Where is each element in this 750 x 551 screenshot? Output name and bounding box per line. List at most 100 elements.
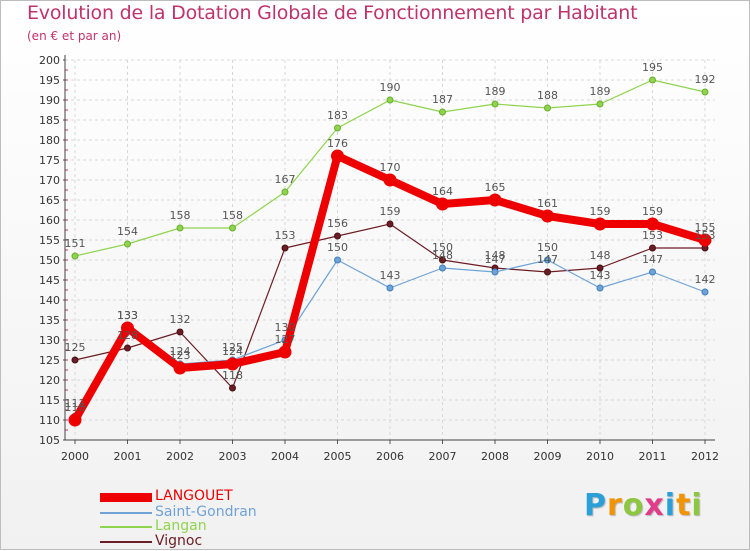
x-tick-label: 2005 — [324, 450, 352, 463]
legend-swatch — [100, 526, 152, 528]
data-point — [701, 288, 709, 296]
y-tick-label: 145 — [39, 274, 60, 287]
data-point — [439, 264, 446, 272]
logo-letter: t — [676, 488, 692, 523]
data-point — [229, 384, 236, 392]
data-point — [596, 284, 604, 292]
data-label: 124 — [170, 345, 191, 358]
data-point — [71, 252, 79, 260]
data-point — [698, 233, 712, 247]
y-tick-label: 125 — [39, 354, 60, 367]
data-label: 133 — [117, 309, 138, 322]
data-point — [71, 356, 79, 364]
data-point — [176, 224, 184, 232]
data-label: 195 — [642, 61, 663, 74]
y-tick-label: 120 — [39, 374, 60, 387]
data-point — [229, 224, 236, 232]
data-label: 188 — [537, 89, 558, 102]
data-point — [596, 100, 604, 108]
data-label: 187 — [432, 93, 453, 106]
data-label: 132 — [170, 313, 191, 326]
data-label: 159 — [380, 205, 401, 218]
data-label: 143 — [380, 269, 401, 282]
x-tick-label: 2004 — [271, 450, 299, 463]
data-point — [331, 149, 344, 163]
data-label: 150 — [537, 241, 558, 254]
chart-subtitle: (en € et par an) — [27, 29, 122, 43]
data-point — [281, 244, 289, 252]
data-label: 167 — [275, 173, 296, 186]
data-label: 183 — [327, 109, 348, 122]
data-label: 155 — [695, 221, 716, 234]
logo-letter: i — [691, 488, 703, 523]
data-point — [541, 209, 554, 223]
data-point — [334, 256, 341, 264]
legend-swatch — [100, 541, 152, 543]
data-label: 125 — [222, 341, 243, 354]
y-tick-label: 185 — [39, 114, 60, 127]
data-label: 161 — [537, 197, 558, 210]
x-tick-label: 2006 — [376, 450, 404, 463]
data-label: 111 — [65, 397, 86, 410]
data-point — [646, 217, 659, 231]
data-label: 124 — [222, 345, 243, 358]
data-point — [173, 361, 187, 375]
data-label: 153 — [642, 229, 663, 242]
y-tick-label: 130 — [39, 334, 60, 347]
y-tick-label: 165 — [39, 194, 60, 207]
y-tick-label: 200 — [39, 54, 60, 67]
data-label: 176 — [327, 137, 348, 150]
data-point — [701, 88, 709, 96]
data-label: 165 — [485, 181, 506, 194]
x-tick-label: 2002 — [166, 450, 194, 463]
y-tick-label: 115 — [39, 394, 60, 407]
legend-swatch — [100, 493, 152, 502]
data-point — [176, 328, 184, 336]
logo-letter: x — [644, 488, 665, 523]
y-tick-label: 110 — [39, 414, 60, 427]
y-tick-label: 150 — [39, 254, 60, 267]
legend-label: Langan — [155, 518, 207, 534]
data-point — [491, 100, 499, 108]
chart-title: Evolution de la Dotation Globale de Fonc… — [27, 2, 638, 24]
data-point — [281, 188, 289, 196]
data-label: 156 — [327, 217, 348, 230]
logo-letter: r — [607, 488, 623, 523]
data-label: 150 — [327, 241, 348, 254]
logo-letter: P — [584, 488, 607, 523]
data-point — [544, 268, 551, 276]
data-label: 143 — [590, 269, 611, 282]
x-tick-label: 2009 — [534, 450, 562, 463]
data-point — [124, 344, 131, 352]
y-tick-label: 175 — [39, 154, 60, 167]
data-label: 147 — [485, 253, 506, 266]
y-tick-label: 105 — [39, 434, 60, 447]
proxiti-logo: Proxiti — [584, 488, 703, 523]
data-label: 153 — [695, 229, 716, 242]
logo-letter: o — [622, 488, 645, 523]
y-tick-label: 140 — [39, 294, 60, 307]
x-tick-label: 2000 — [61, 450, 89, 463]
legend-label: Vignoc — [155, 533, 203, 549]
data-label: 158 — [170, 209, 191, 222]
legend-label: LANGOUET — [155, 488, 233, 504]
data-point — [278, 345, 292, 359]
data-point — [491, 268, 499, 276]
data-point — [649, 268, 656, 276]
data-label: 123 — [170, 349, 191, 362]
logo-letter: i — [664, 488, 677, 523]
data-label: 159 — [590, 205, 611, 218]
data-label: 189 — [590, 85, 611, 98]
data-point — [439, 108, 446, 116]
x-tick-label: 2001 — [114, 450, 142, 463]
data-label: 147 — [642, 253, 663, 266]
data-label: 150 — [432, 241, 453, 254]
data-point — [68, 413, 82, 427]
y-tick-label: 170 — [39, 174, 60, 187]
legend-label: Saint-Gondran — [155, 504, 257, 520]
data-point — [121, 321, 134, 335]
x-tick-label: 2012 — [691, 450, 719, 463]
data-point — [544, 104, 551, 112]
